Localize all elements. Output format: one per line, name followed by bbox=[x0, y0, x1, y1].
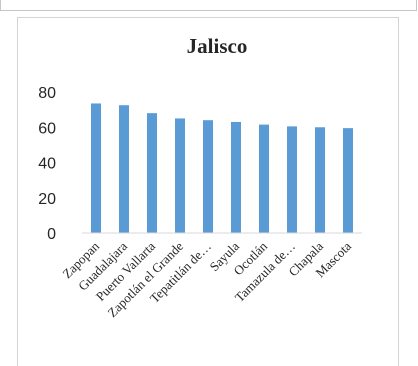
bar bbox=[147, 113, 157, 233]
bar bbox=[175, 118, 185, 233]
bars bbox=[91, 103, 353, 233]
y-axis-ticks: 0 20 40 60 80 bbox=[38, 85, 56, 243]
y-tick-label: 20 bbox=[38, 191, 56, 208]
chart-title: Jalisco bbox=[187, 34, 248, 58]
y-tick-label: 0 bbox=[47, 226, 56, 243]
bar bbox=[315, 127, 325, 233]
bar bbox=[203, 120, 213, 233]
y-tick-label: 40 bbox=[38, 156, 56, 173]
bar bbox=[231, 121, 241, 233]
y-tick-label: 60 bbox=[38, 120, 56, 137]
chart-area bbox=[17, 17, 399, 366]
bar bbox=[259, 124, 269, 233]
bar bbox=[343, 128, 353, 233]
bar bbox=[119, 105, 129, 233]
y-tick-label: 80 bbox=[38, 85, 56, 102]
window-edge bbox=[0, 0, 417, 11]
bar bbox=[287, 126, 297, 233]
bar bbox=[91, 103, 101, 233]
